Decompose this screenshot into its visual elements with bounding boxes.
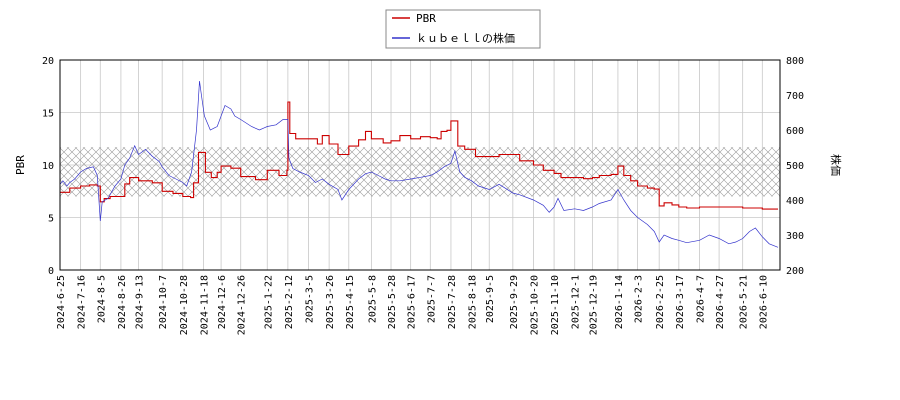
y-right-tick-label: 500 <box>786 161 804 172</box>
plot-frame <box>59 59 781 271</box>
pbr-reference-band <box>60 147 780 197</box>
x-tick-label: 2024-11-18 <box>199 275 210 335</box>
x-tick-label: 2025-12-19 <box>588 275 599 335</box>
x-tick-label: 2024-12-6 <box>217 275 228 329</box>
x-tick-label: 2024-9-13 <box>135 275 146 329</box>
x-tick-label: 2026-3-17 <box>675 275 686 329</box>
x-tick-label: 2025-5-8 <box>367 275 378 323</box>
legend: PBR ｋｕｂｅｌｌの株価 <box>385 9 541 49</box>
y-right-tick-label: 800 <box>786 56 804 67</box>
x-tick-label: 2025-7-28 <box>447 275 458 329</box>
x-tick-label: 2025-7-7 <box>426 275 437 323</box>
y-right-tick-label: 200 <box>786 266 804 277</box>
y-left-tick-label: 5 <box>48 214 54 225</box>
x-tick-label: 2024-10-7 <box>158 275 169 329</box>
series-layer <box>60 80 779 248</box>
x-tick-label: 2025-6-17 <box>407 275 418 329</box>
x-tick-label: 2025-1-22 <box>263 275 274 329</box>
legend-stock-label: ｋｕｂｅｌｌの株価 <box>416 31 515 45</box>
x-tick-label: 2024-6-25 <box>56 275 67 329</box>
x-tick-label: 2024-12-26 <box>237 275 248 335</box>
legend-pbr-label: PBR <box>416 12 436 25</box>
y-right-tick-label: 600 <box>786 126 804 137</box>
y-left-tick-label: 15 <box>42 109 54 120</box>
x-tick-label: 2025-2-12 <box>284 275 295 329</box>
x-tick-label: 2026-6-10 <box>758 275 769 329</box>
axis-ticks: 0 5 10 15 20 200 300 400 500 600 700 800 2024-6-25 20… <box>42 56 804 335</box>
x-tick-label: 2026-4-27 <box>715 275 726 329</box>
x-tick-label: 2025-3-5 <box>305 275 316 323</box>
x-tick-label: 2025-4-15 <box>345 275 356 329</box>
x-tick-label: 2025-9-5 <box>485 275 496 323</box>
x-tick-label: 2025-9-29 <box>509 275 520 329</box>
x-tick-label: 2026-5-21 <box>739 275 750 329</box>
y-left-tick-label: 10 <box>42 161 54 172</box>
x-tick-label: 2024-10-28 <box>179 275 190 335</box>
y-left-tick-label: 20 <box>42 56 54 67</box>
y-right-tick-label: 700 <box>786 91 804 102</box>
x-tick-label: 2025-5-28 <box>387 275 398 329</box>
legend-box <box>385 9 541 49</box>
y-right-axis-title: 株価 <box>829 154 843 176</box>
y-left-tick-label: 0 <box>48 266 54 277</box>
x-tick-label: 2026-1-14 <box>614 275 625 329</box>
pbr-series-line <box>60 101 778 210</box>
x-tick-label: 2025-3-26 <box>325 275 336 329</box>
x-tick-label: 2024-7-16 <box>77 275 88 329</box>
x-tick-label: 2025-10-20 <box>529 275 540 335</box>
x-tick-label: 2026-2-25 <box>655 275 666 329</box>
y-right-tick-label: 400 <box>786 196 804 207</box>
x-tick-label: 2026-2-3 <box>634 275 645 323</box>
x-tick-label: 2024-8-5 <box>96 275 107 323</box>
x-tick-label: 2026-4-7 <box>695 275 706 323</box>
stock-price-series-line <box>60 80 779 248</box>
x-tick-label: 2025-8-18 <box>468 275 479 329</box>
y-right-tick-label: 300 <box>786 231 804 242</box>
x-tick-label: 2024-8-26 <box>117 275 128 329</box>
x-tick-label: 2025-11-10 <box>550 275 561 335</box>
y-left-axis-title: PBR <box>14 155 27 175</box>
x-tick-label: 2025-12-1 <box>571 275 582 329</box>
